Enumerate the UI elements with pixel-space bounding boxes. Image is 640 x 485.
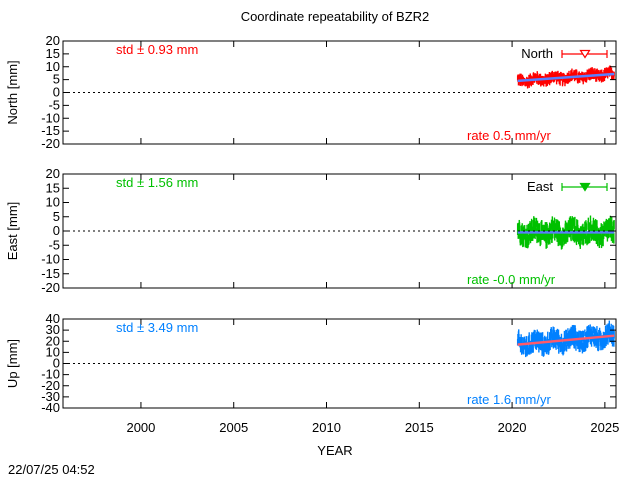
y-tick-label: 20	[46, 333, 60, 348]
y-tick-label: -10	[41, 367, 60, 382]
legend-label: East	[527, 179, 553, 194]
y-tick-label: -20	[41, 136, 60, 151]
y-tick-label: 10	[46, 59, 60, 74]
rate-label: rate 0.5 mm/yr	[467, 128, 551, 143]
trend-line-north	[517, 72, 615, 83]
y-tick-label: -15	[41, 266, 60, 281]
rate-label: rate 1.6 mm/yr	[467, 392, 551, 407]
y-axis-label: East [mm]	[5, 202, 20, 261]
legend-east: East	[527, 179, 608, 194]
y-tick-label: -40	[41, 400, 60, 415]
y-tick-label: 15	[46, 180, 60, 195]
data-points-up	[516, 320, 615, 358]
y-axis-label: North [mm]	[5, 60, 20, 124]
std-label: std ± 0.93 mm	[116, 42, 198, 57]
y-tick-label: -20	[41, 378, 60, 393]
y-tick-label: 20	[46, 166, 60, 181]
timestamp: 22/07/25 04:52	[8, 462, 95, 477]
y-tick-label: -15	[41, 123, 60, 138]
std-label: std ± 3.49 mm	[116, 320, 198, 335]
y-axis-label: Up [mm]	[5, 339, 20, 388]
x-tick-label: 2020	[498, 420, 527, 435]
triangle-down-icon	[579, 49, 591, 59]
x-tick-label: 2025	[590, 420, 619, 435]
triangle-down-icon	[579, 182, 591, 192]
legend-north: North	[521, 46, 608, 61]
y-tick-label: 10	[46, 195, 60, 210]
y-tick-label: -10	[41, 110, 60, 125]
y-tick-label: -20	[41, 280, 60, 295]
y-tick-label: 20	[46, 33, 60, 48]
y-tick-label: -5	[48, 97, 60, 112]
y-tick-label: 0	[53, 85, 60, 100]
y-tick-label: 30	[46, 322, 60, 337]
x-tick-label: 2000	[126, 420, 155, 435]
y-tick-label: 0	[53, 356, 60, 371]
y-tick-label: 0	[53, 223, 60, 238]
legend-label: North	[521, 46, 553, 61]
std-label: std ± 1.56 mm	[116, 175, 198, 190]
y-tick-label: 15	[46, 46, 60, 61]
y-tick-label: -10	[41, 252, 60, 267]
x-tick-label: 2005	[219, 420, 248, 435]
trend-line-up	[517, 334, 615, 346]
y-tick-label: -5	[48, 237, 60, 252]
y-tick-label: 10	[46, 344, 60, 359]
rate-label: rate -0.0 mm/yr	[467, 272, 556, 287]
y-tick-label: 5	[53, 72, 60, 87]
y-tick-label: -30	[41, 389, 60, 404]
x-tick-label: 2015	[405, 420, 434, 435]
y-tick-label: 5	[53, 209, 60, 224]
x-tick-label: 2010	[312, 420, 341, 435]
y-tick-label: 40	[46, 311, 60, 326]
x-axis-label: YEAR	[317, 443, 352, 458]
chart-title: Coordinate repeatability of BZR2	[241, 9, 430, 24]
